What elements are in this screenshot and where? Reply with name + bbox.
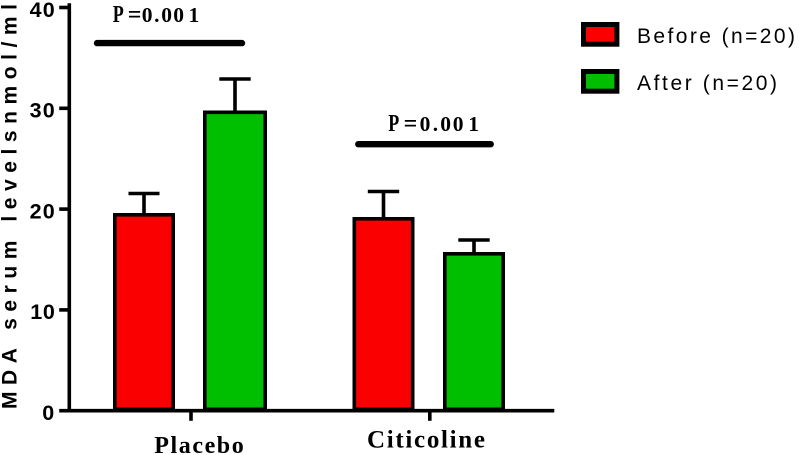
svg-text:10: 10 xyxy=(30,300,55,324)
svg-text:Citicoline: Citicoline xyxy=(367,427,485,454)
svg-text:20: 20 xyxy=(30,199,55,223)
svg-text:Placebo: Placebo xyxy=(154,433,244,455)
svg-text:After (n=20): After (n=20) xyxy=(637,72,777,95)
svg-text:30: 30 xyxy=(30,99,55,123)
svg-text:40: 40 xyxy=(30,0,55,22)
svg-text:MDA serum levelsnmol/ml: MDA serum levelsnmol/ml xyxy=(0,4,21,409)
svg-text:P=0.001: P=0.001 xyxy=(388,111,479,137)
svg-text:0: 0 xyxy=(42,401,54,425)
svg-text:Before (n=20): Before (n=20) xyxy=(637,25,795,48)
svg-text:P=0.001: P=0.001 xyxy=(113,2,200,28)
